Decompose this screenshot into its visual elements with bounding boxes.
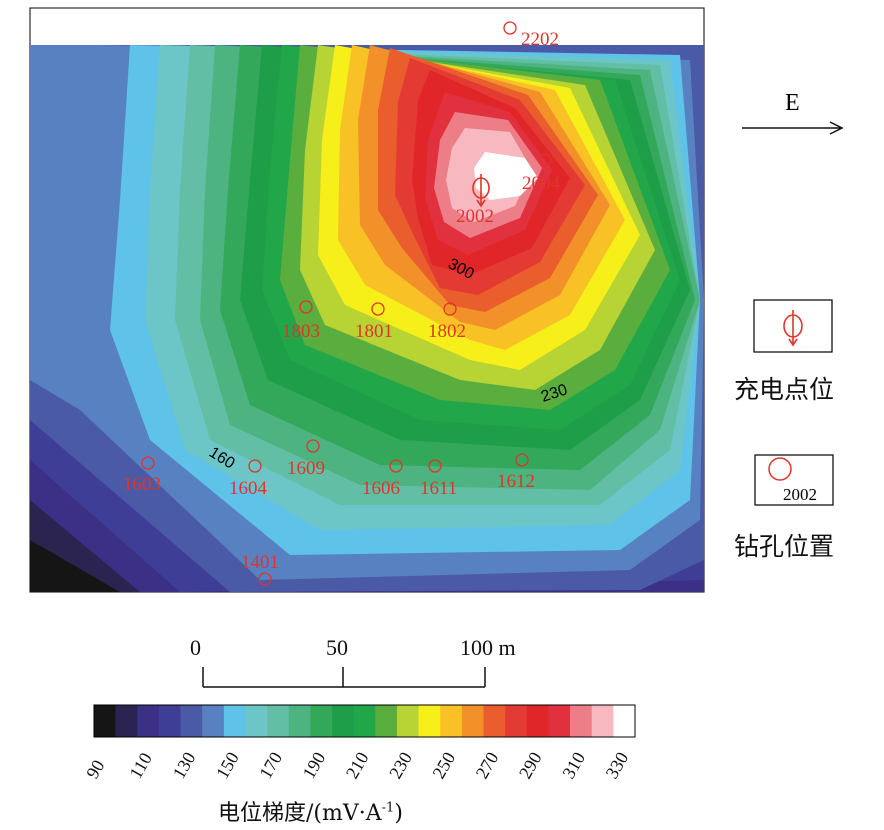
colorbar-border (93, 704, 636, 738)
borehole-label-2004: 2004 (522, 173, 561, 194)
contour-map (30, 45, 704, 592)
unit-sup: -1 (381, 800, 395, 816)
borehole-marker (306, 439, 320, 453)
legend-charge-icon (783, 310, 803, 347)
colorbar-swatch (353, 705, 376, 737)
borehole-label-1609: 1609 (287, 458, 325, 479)
colorbar-tick-label: 250 (428, 749, 459, 782)
colorbar-swatch (483, 705, 506, 737)
borehole-marker (141, 456, 155, 470)
direction-label: E (785, 90, 800, 116)
colorbar-swatch (288, 705, 311, 737)
boreholes (141, 21, 552, 586)
borehole-marker (538, 153, 552, 167)
colorbar-ticks: 90 110 130 150 170 190 210 230 250 270 290 310 330 (82, 749, 632, 782)
colorbar-swatch (180, 705, 203, 737)
borehole-marker (515, 453, 529, 467)
colorbar-swatch (570, 705, 593, 737)
borehole-marker (258, 572, 272, 586)
colorbar-swatch (613, 705, 636, 737)
colorbar (93, 704, 636, 738)
colorbar-swatch (332, 705, 354, 737)
borehole-label-1604: 1604 (229, 478, 268, 499)
borehole-label-1801: 1801 (355, 321, 393, 342)
borehole-marker (371, 302, 385, 316)
colorbar-swatch (396, 705, 419, 737)
unit-prefix: 电位梯度/(mV·A (218, 801, 382, 826)
colorbar-swatch (310, 705, 333, 737)
legend-borehole-icon (768, 457, 792, 481)
borehole-label-2202: 2202 (521, 29, 559, 50)
colorbar-tick-label: 90 (82, 756, 108, 782)
borehole-marker (248, 459, 262, 473)
colorbar-swatch (548, 705, 571, 737)
colorbar-swatch (375, 705, 398, 737)
colorbar-tick-label: 230 (385, 749, 416, 782)
unit-suffix: ) (394, 801, 403, 826)
colorbar-tick-label: 150 (212, 749, 243, 782)
colorbar-swatch (591, 705, 614, 737)
colorbar-swatch (505, 705, 528, 737)
borehole-label-1612: 1612 (497, 471, 535, 492)
borehole-marker (443, 302, 457, 316)
east-arrow-icon (742, 121, 844, 135)
borehole-marker (389, 459, 403, 473)
scale-tick-0: 0 (190, 635, 201, 660)
colorbar-tick-label: 310 (558, 749, 589, 782)
band-330 (474, 152, 538, 200)
colorbar-swatch (158, 705, 181, 737)
charge-point-icon (472, 174, 490, 208)
borehole-marker (428, 459, 442, 473)
colorbar-tick-label: 290 (515, 749, 546, 782)
borehole-label-1606: 1606 (362, 478, 400, 499)
colorbar-tick-label: 270 (472, 749, 503, 782)
colorbar-swatch (202, 705, 225, 737)
colorbar-swatch (526, 705, 549, 737)
borehole-label-1803: 1803 (282, 321, 320, 342)
colorbar-swatch (440, 705, 463, 737)
colorbar-swatch (461, 705, 484, 737)
legend-borehole-label: 钻孔位置 (734, 532, 835, 561)
legend-charge-label: 充电点位 (734, 375, 835, 404)
borehole-marker (503, 21, 517, 35)
colorbar-swatch (245, 705, 268, 737)
colorbar-tick-label: 190 (299, 749, 330, 782)
colorbar-unit-label: 电位梯度/(mV·A-1) (218, 795, 403, 827)
scale-tick-50: 50 (326, 635, 348, 660)
borehole-label-1603: 1603 (123, 474, 161, 495)
borehole-marker (299, 300, 313, 314)
borehole-label-1611: 1611 (420, 478, 457, 499)
colorbar-swatch (267, 705, 290, 737)
colorbar-tick-label: 330 (602, 749, 633, 782)
scale-bar (202, 667, 486, 688)
legend-borehole-box (754, 454, 834, 506)
borehole-label-2002: 2002 (456, 206, 494, 227)
scale-tick-100: 100 m (460, 635, 516, 660)
colorbar-swatch (115, 705, 138, 737)
colorbar-tick-label: 210 (342, 749, 373, 782)
legend-borehole-sample: 2002 (783, 485, 817, 504)
colorbar-swatch (137, 705, 160, 737)
colorbar-swatch (223, 705, 246, 737)
borehole-label-1802: 1802 (428, 321, 466, 342)
colorbar-tick-label: 170 (255, 749, 286, 782)
colorbar-tick-label: 110 (125, 749, 155, 782)
colorbar-swatch (418, 705, 441, 737)
borehole-label-1401: 1401 (241, 552, 279, 573)
colorbar-swatch (94, 705, 116, 737)
colorbar-tick-label: 130 (169, 749, 200, 782)
